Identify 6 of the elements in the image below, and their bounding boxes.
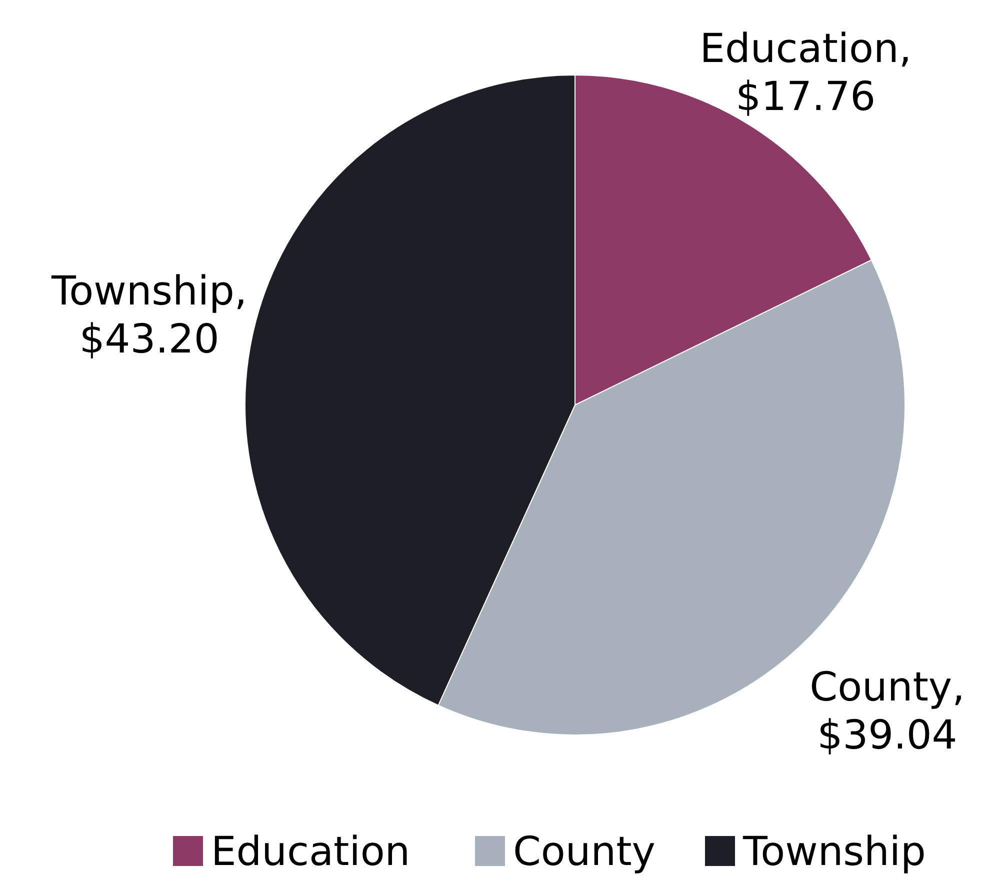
- legend-label: County: [513, 829, 656, 875]
- data-label: Education, $17.76: [700, 26, 912, 120]
- legend-label: Education: [211, 829, 410, 875]
- legend-label: Township: [742, 829, 926, 875]
- data-label: County, $39.04: [810, 664, 965, 759]
- data-label: Township, $43.20: [50, 268, 248, 363]
